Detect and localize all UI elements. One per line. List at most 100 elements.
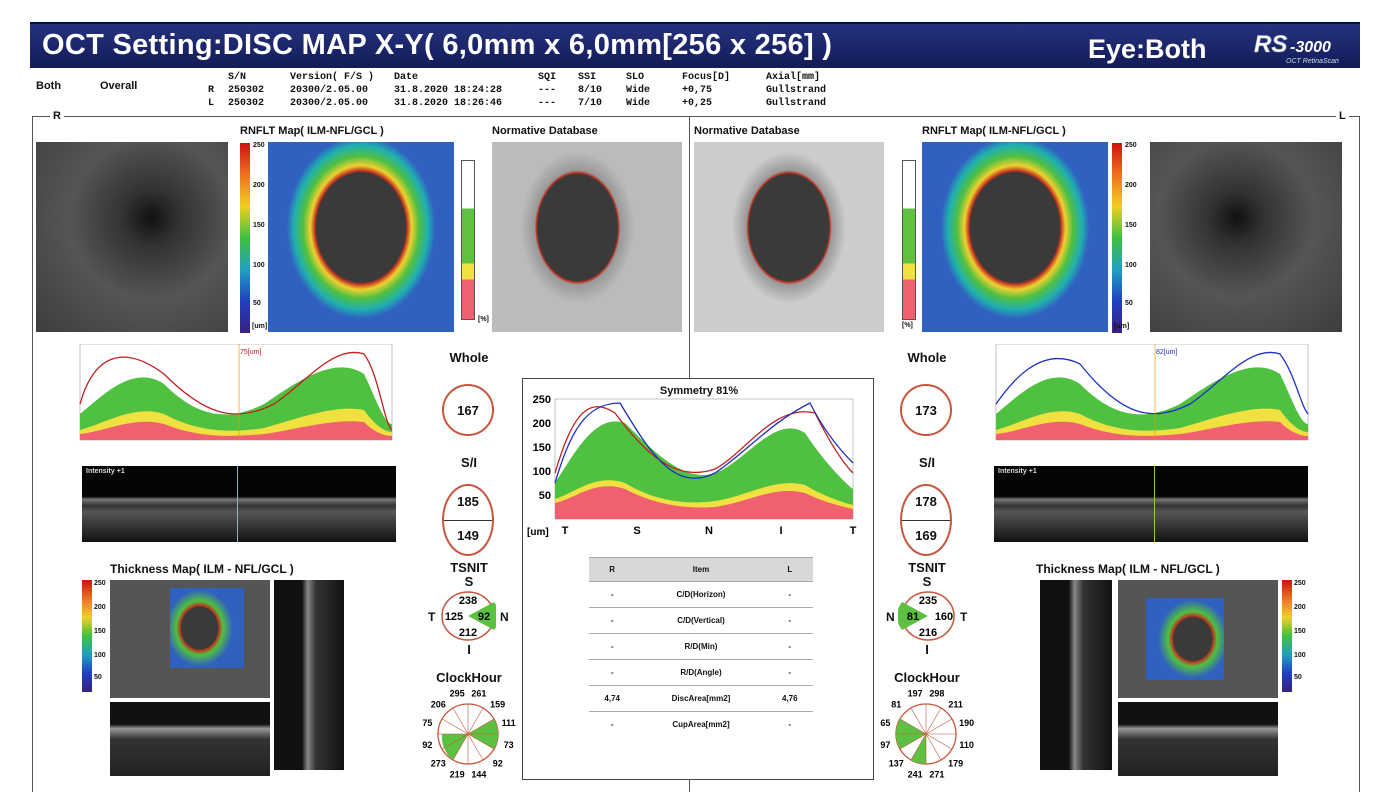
table-row: - R/D(Min) -	[589, 633, 813, 660]
l-rnfl-profile-chart: 82[um]	[995, 344, 1309, 441]
r-norm-scale	[461, 160, 475, 320]
r-clock-spoke	[467, 733, 495, 750]
r-bscan-horizontal: Intensity +1	[82, 466, 396, 542]
r-clock-spoke	[452, 707, 469, 735]
r-thickness-title: Thickness Map( ILM - NFL/GCL )	[110, 562, 294, 576]
r-tscale-50: 50	[94, 674, 102, 681]
eye-selection: Eye:Both	[1088, 34, 1207, 64]
r-si-circle: 185 149	[442, 484, 494, 556]
l-norm-unit: [%]	[902, 322, 913, 329]
l-thickness-map	[1118, 580, 1278, 698]
l-tsnit-s-letter: S	[922, 574, 932, 589]
symmetry-xtick: I	[779, 525, 782, 537]
l-scale-250: 250	[1125, 142, 1137, 149]
l-scale-unit: [um]	[1114, 323, 1130, 330]
r-clock-spoke	[452, 733, 469, 761]
symmetry-ytick: 250	[533, 394, 551, 406]
r-scale-50: 50	[253, 300, 261, 307]
l-tscale-250: 250	[1294, 580, 1306, 587]
side-label-l: L	[1336, 110, 1349, 122]
r-scale-unit: [um]	[252, 323, 268, 330]
row-l-version: 20300/2.05.00	[290, 98, 369, 109]
table-row: - C/D(Horizon) -	[589, 581, 813, 608]
r-s-value: 185	[457, 494, 479, 509]
row-l-date: 31.8.2020 18:26:46	[394, 98, 503, 109]
l-clock-value: 241	[908, 770, 923, 780]
l-tsnit-chart: 235 81 160 216	[898, 591, 955, 641]
l-tscale-200: 200	[1294, 604, 1306, 611]
l-rnflt-title: RNFLT Map( ILM-NFL/GCL )	[922, 125, 1066, 137]
l-rnflt-map	[922, 142, 1108, 332]
l-tscale-150: 150	[1294, 628, 1306, 635]
r-clock-value: 111	[502, 718, 516, 728]
col-sn: S/N	[228, 72, 247, 83]
col-axial: Axial[mm]	[766, 72, 821, 83]
r-whole-label: Whole	[449, 350, 489, 365]
l-clock-value: 271	[929, 770, 944, 780]
r-normative-title: Normative Database	[492, 125, 598, 137]
r-tscale-100: 100	[94, 652, 106, 659]
row-r-eye: R	[208, 85, 215, 96]
r-profile-label: 75[um]	[240, 349, 261, 356]
symmetry-ytick: 200	[533, 418, 551, 430]
symmetry-ytick: 150	[533, 442, 551, 454]
col-focus: Focus[D]	[682, 72, 731, 83]
r-clock-value: 75	[422, 718, 432, 728]
title-bar: OCT Setting:DISC MAP X-Y( 6,0mm x 6,0mm[…	[30, 22, 1360, 68]
r-scale-200: 200	[253, 182, 265, 189]
r-scale-250: 250	[253, 142, 265, 149]
r-tsnit-t-letter: T	[428, 610, 436, 624]
l-normative-map	[694, 142, 884, 332]
table-row: - CupArea[mm2] -	[589, 711, 813, 738]
mode-both: Both	[36, 80, 62, 92]
row-r-axial: Gullstrand	[766, 85, 827, 96]
row-l-sn: 250302	[228, 98, 265, 109]
r-clock-value: 219	[450, 770, 465, 780]
r-tsnit-label: TSNIT	[450, 560, 488, 575]
row-r-sqi: ---	[538, 85, 557, 96]
l-s-value: 178	[915, 494, 937, 509]
side-label-r: R	[50, 110, 64, 122]
l-tsnit-n-letter: N	[886, 610, 895, 624]
l-clock-spoke	[925, 718, 953, 735]
row-r-ssi: 8/10	[578, 85, 603, 96]
r-fundus-image	[36, 142, 228, 332]
r-bscan-label: Intensity +1	[86, 468, 125, 475]
symmetry-xtick: S	[633, 525, 640, 537]
l-tsnit-n: 81	[907, 611, 919, 623]
table-row: - R/D(Angle) -	[589, 659, 813, 686]
col-date: Date	[394, 72, 419, 83]
r-tsnit-chart: 238 125 92 212	[441, 591, 496, 641]
symmetry-xtick: T	[562, 525, 569, 537]
symmetry-ytick: 100	[533, 466, 551, 478]
l-profile-label: 82[um]	[1156, 349, 1177, 356]
col-ssi: SSI	[578, 72, 597, 83]
l-clockhour-label: ClockHour	[894, 670, 960, 685]
report-title: OCT Setting:DISC MAP X-Y( 6,0mm x 6,0mm[…	[42, 29, 833, 61]
l-normative-title: Normative Database	[694, 125, 800, 137]
r-clock-spoke	[467, 707, 484, 735]
r-clock-value: 273	[431, 759, 446, 769]
symmetry-panel: Symmetry 81% 250 200 150 100 50 T S N I T [um] R…	[522, 378, 874, 780]
l-clock-value: 65	[880, 718, 890, 728]
l-thickness-overlay	[1146, 598, 1224, 680]
rs3000-logo: RS -3000 OCT RetinaScan	[1254, 31, 1339, 65]
r-bscan-vertical	[274, 580, 344, 770]
symmetry-chart: 250 200 150 100 50 T S N I T [um]	[527, 394, 857, 538]
row-l-sqi: ---	[538, 98, 557, 109]
row-l-eye: L	[208, 98, 215, 109]
r-rnflt-title: RNFLT Map( ILM-NFL/GCL )	[240, 125, 384, 137]
l-clock-value: 197	[908, 688, 923, 698]
l-clock-value: 190	[959, 718, 974, 728]
row-r-slo: Wide	[626, 85, 651, 96]
l-thickness-title: Thickness Map( ILM - NFL/GCL )	[1036, 562, 1220, 576]
r-bscan-cursor	[237, 466, 238, 542]
l-clock-spoke	[910, 733, 927, 761]
row-l-axial: Gullstrand	[766, 98, 827, 109]
l-tsnit-label: TSNIT	[908, 560, 946, 575]
report-frame	[32, 116, 1360, 792]
l-bscan-horizontal: Intensity +1	[994, 466, 1308, 542]
l-i-value: 169	[915, 528, 937, 543]
r-tsnit-n-letter: N	[500, 610, 509, 624]
